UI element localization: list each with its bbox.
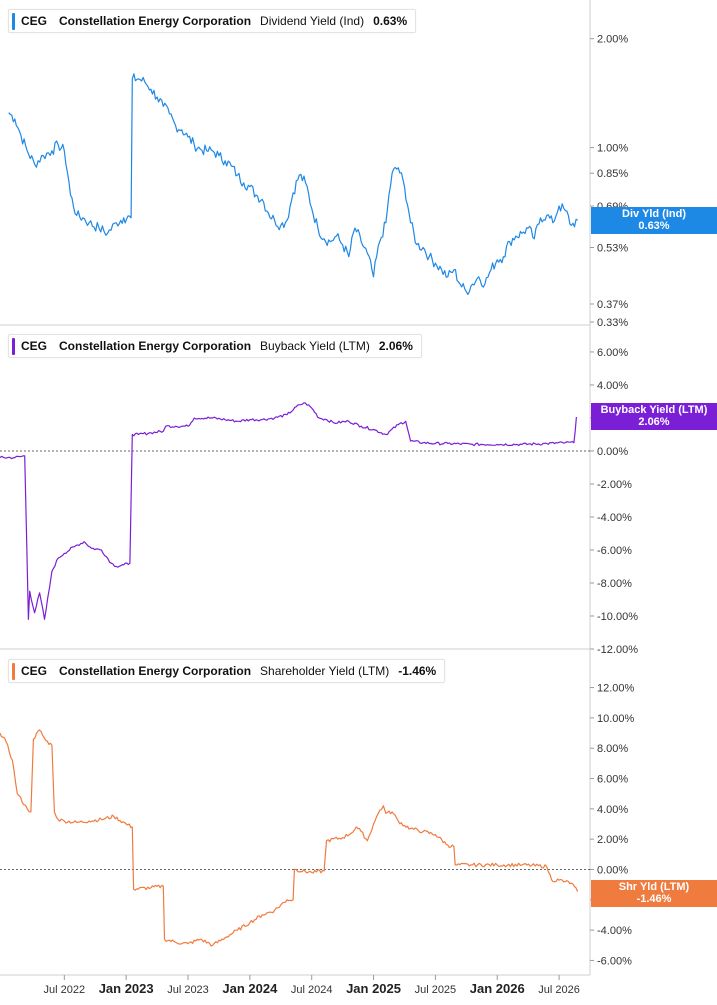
legend-value: 0.63% (373, 14, 408, 28)
legend-ticker: CEG (21, 664, 48, 678)
y-tick-label: 0.00% (597, 864, 628, 876)
legend-value: -1.46% (398, 664, 437, 678)
y-tick-label: 2.00% (597, 34, 628, 46)
shareholder-yield-flag: Shr Yld (LTM) -1.46% (591, 880, 717, 907)
flag-label: Shr Yld (LTM) (618, 881, 690, 893)
y-tick-label: -6.00% (597, 545, 632, 557)
y-tick-label: 0.33% (597, 317, 628, 329)
y-tick-label: 6.00% (597, 774, 628, 786)
x-tick-label: Jan 2025 (346, 981, 401, 996)
legend-ticker: CEG (21, 339, 48, 353)
y-tick-label: 2.00% (597, 834, 628, 846)
x-tick-label: Jan 2024 (222, 981, 278, 996)
x-tick-label: Jul 2022 (44, 984, 86, 996)
y-tick-label: 0.37% (597, 299, 628, 311)
x-tick-label: Jul 2024 (291, 984, 333, 996)
y-tick-label: -8.00% (597, 578, 632, 590)
flag-value: 0.63% (638, 220, 670, 232)
legend-value: 2.06% (378, 339, 413, 353)
buyback-yield-flag: Buyback Yield (LTM) 2.06% (591, 403, 717, 430)
legend-company: Constellation Energy Corporation (59, 14, 252, 28)
y-tick-label: -4.00% (597, 512, 632, 524)
series-line (0, 402, 577, 620)
buyback-yield-panel: 6.00%4.00%2.00%0.00%-2.00%-4.00%-6.00%-8… (0, 325, 638, 656)
y-tick-label: 8.00% (597, 743, 628, 755)
y-tick-label: 6.00% (597, 347, 628, 359)
flag-label: Buyback Yield (LTM) (600, 404, 708, 416)
y-tick-label: -12.00% (597, 644, 638, 656)
y-tick-label: 12.00% (597, 683, 635, 695)
dividend-yield-panel: 2.00%1.00%0.85%0.69%0.53%0.37%0.33% (0, 0, 628, 329)
y-tick-label: 4.00% (597, 380, 628, 392)
legend-swatch (12, 662, 15, 680)
y-tick-label: 0.53% (597, 242, 628, 254)
x-tick-label: Jul 2025 (415, 984, 457, 996)
y-tick-label: 1.00% (597, 143, 628, 155)
flag-value: -1.46% (636, 893, 672, 905)
x-axis: Jul 2022 Jan 2023 Jul 2023 Jan 2024 Jul 2024… (0, 974, 590, 996)
y-tick-label: 0.85% (597, 168, 628, 180)
y-tick-label: 4.00% (597, 804, 628, 816)
legend-ticker: CEG (21, 14, 48, 28)
flag-label: Div Yld (Ind) (622, 208, 686, 220)
legend-metric: Dividend Yield (Ind) (260, 14, 365, 28)
x-tick-label: Jan 2026 (470, 981, 525, 996)
x-tick-label: Jul 2026 (538, 984, 580, 996)
series-line (8, 73, 578, 295)
legend-company: Constellation Energy Corporation (59, 664, 252, 678)
dividend-yield-flag: Div Yld (Ind) 0.63% (591, 207, 717, 234)
y-tick-label: -4.00% (597, 925, 632, 937)
y-tick-label: -6.00% (597, 955, 632, 967)
buyback-yield-legend: CEG Constellation Energy Corporation Buy… (8, 334, 422, 358)
y-tick-label: -10.00% (597, 611, 638, 623)
y-tick-label: 10.00% (597, 713, 635, 725)
legend-swatch (12, 12, 15, 30)
x-tick-label: Jan 2023 (99, 981, 154, 996)
flag-value: 2.06% (638, 416, 670, 428)
series-line (0, 729, 579, 947)
legend-metric: Buyback Yield (LTM) (260, 339, 370, 353)
shareholder-yield-panel: 12.00%10.00%8.00%6.00%4.00%2.00%0.00%-2.… (0, 649, 635, 975)
y-tick-label: 0.00% (597, 446, 628, 458)
legend-swatch (12, 337, 15, 355)
legend-metric: Shareholder Yield (LTM) (260, 664, 390, 678)
x-tick-label: Jul 2023 (167, 984, 209, 996)
shareholder-yield-legend: CEG Constellation Energy Corporation Sha… (8, 659, 446, 683)
legend-company: Constellation Energy Corporation (59, 339, 252, 353)
y-tick-label: -2.00% (597, 479, 632, 491)
dividend-yield-legend: CEG Constellation Energy Corporation Div… (8, 9, 417, 33)
